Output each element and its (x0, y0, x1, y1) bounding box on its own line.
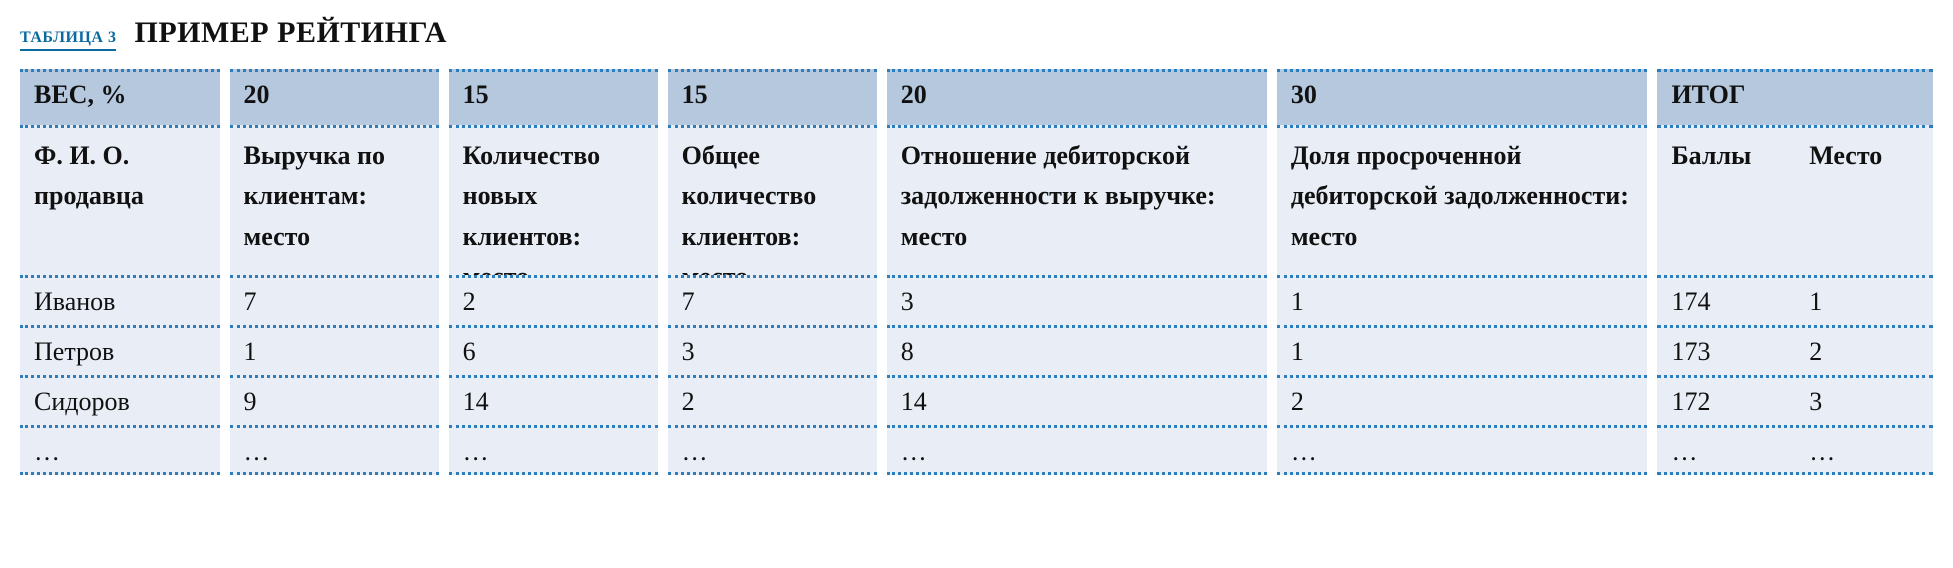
cell-rank: 3 (1795, 378, 1933, 427)
row-ellipsis: … (449, 425, 658, 475)
col-header-metric: Доля просроченной дебиторской задолженно… (1277, 125, 1648, 275)
cell-rank: 1 (1795, 278, 1933, 327)
col-header-weight: 20 (887, 69, 1267, 125)
row-ellipsis: … (668, 425, 877, 475)
table-cell: 14 (449, 375, 658, 425)
col-header-weight: 20 (230, 69, 439, 125)
table-title: ПРИМЕР РЕЙТИНГА (134, 16, 446, 50)
col-header-itog: ИТОГ (1657, 69, 1933, 125)
cell-rank: 2 (1795, 328, 1933, 377)
cell-score: 174 (1657, 278, 1795, 327)
col-header-itog-sub: Место (1795, 128, 1933, 186)
col-header-weight: 15 (449, 69, 658, 125)
table-cell: 3 (668, 325, 877, 375)
table-cell: 3 (887, 275, 1267, 325)
row-ellipsis: … (20, 425, 220, 475)
table-cell: 2 (1277, 375, 1648, 425)
col-header-metric: Количество новых клиентов: место (449, 125, 658, 275)
table-caption-tag: ТАБЛИЦА 3 (20, 29, 116, 51)
col-header-weight-label: ВЕС, % (20, 69, 220, 125)
table-cell: 1 (1277, 275, 1648, 325)
row-ellipsis: … (1277, 425, 1648, 475)
row-name: Иванов (20, 275, 220, 325)
row-name: Петров (20, 325, 220, 375)
cell-rank: … (1795, 428, 1933, 477)
col-header-metric: Отношение дебиторской задолженности к вы… (887, 125, 1267, 275)
col-header-weight: 15 (668, 69, 877, 125)
table-cell: 7 (230, 275, 439, 325)
col-header-metric: Общее количество клиентов: место (668, 125, 877, 275)
cell-score: 173 (1657, 328, 1795, 377)
table-cell: 8 (887, 325, 1267, 375)
cell-score: 172 (1657, 378, 1795, 427)
table-cell: 14 (887, 375, 1267, 425)
rating-table: ВЕС, %Ф. И. О. продавцаИвановПетровСидор… (20, 69, 1933, 475)
table-cell: 2 (668, 375, 877, 425)
table-cell: 9 (230, 375, 439, 425)
col-header-name: Ф. И. О. продавца (20, 125, 220, 275)
row-ellipsis: … (887, 425, 1267, 475)
table-cell: 7 (668, 275, 877, 325)
col-header-weight: 30 (1277, 69, 1648, 125)
col-header-itog-sub: Баллы (1657, 128, 1795, 186)
table-cell: 6 (449, 325, 658, 375)
row-name: Сидоров (20, 375, 220, 425)
col-header-metric: Выручка по клиентам: место (230, 125, 439, 275)
table-cell: 2 (449, 275, 658, 325)
table-cell: 1 (230, 325, 439, 375)
table-cell: 1 (1277, 325, 1648, 375)
row-ellipsis: … (230, 425, 439, 475)
cell-score: … (1657, 428, 1795, 477)
